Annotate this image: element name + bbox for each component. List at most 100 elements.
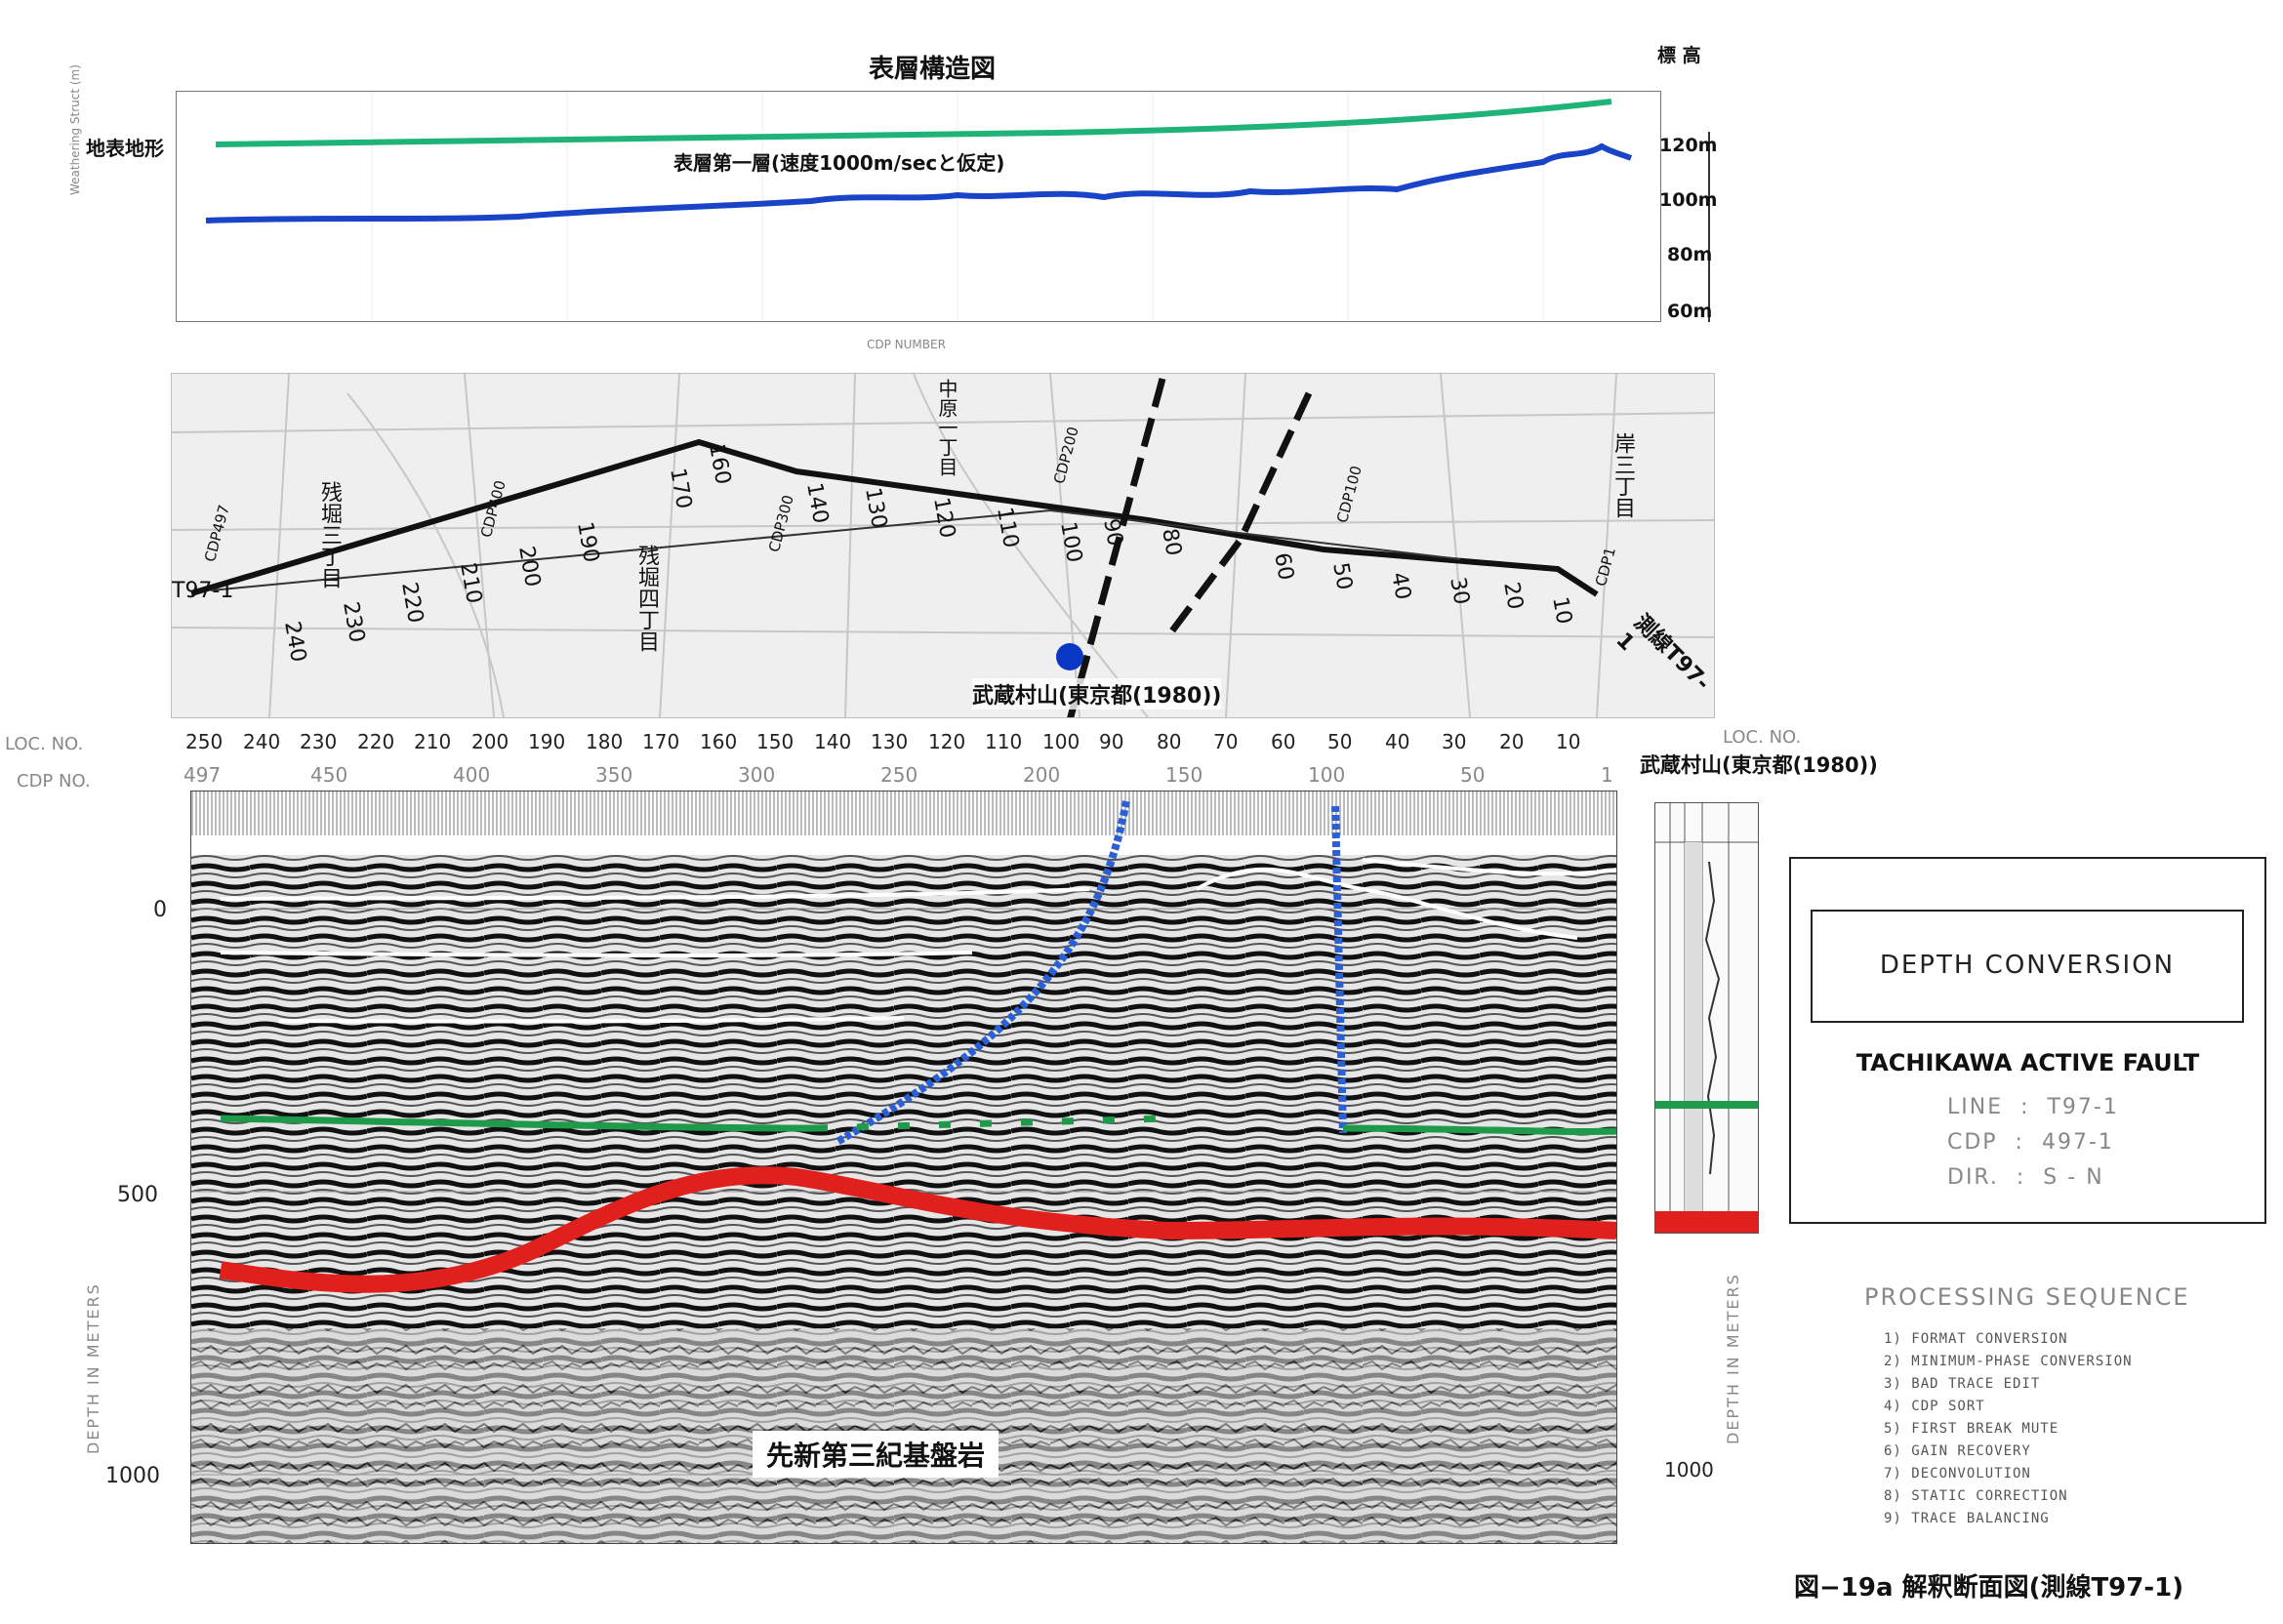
elevation-axis: [1708, 132, 1710, 322]
borehole-log: [1654, 802, 1759, 1234]
map-fault-2: [1164, 391, 1313, 640]
borehole-log-label: 武蔵村山(東京都(1980)): [1640, 753, 1878, 777]
loc-tick-110: 110: [985, 730, 1023, 753]
depth-axis-label: DEPTH IN METERS: [84, 1282, 102, 1454]
loc-tick-80: 80: [1157, 730, 1182, 753]
loc-tick-190: 190: [528, 730, 566, 753]
loc-tick-70: 70: [1213, 730, 1239, 753]
place-name-1: 残堀三丁目: [317, 481, 342, 589]
cdp-tick-50: 50: [1460, 763, 1486, 787]
white-horizon-2: [220, 951, 973, 958]
map-loc-60: 60: [1269, 550, 1298, 583]
loc-tick-170: 170: [642, 730, 680, 753]
layer-curve: [205, 142, 1633, 223]
loc-tick-40: 40: [1385, 730, 1410, 753]
loc-tick-130: 130: [871, 730, 909, 753]
cdp-info: CDP : 497-1: [1947, 1130, 2114, 1155]
loc-tick-150: 150: [756, 730, 795, 753]
elevation-tick-100: 100m: [1659, 189, 1718, 211]
processing-step: 7) DECONVOLUTION: [1884, 1466, 2031, 1482]
loc-tick-10: 10: [1556, 730, 1581, 753]
right-depth-tick-1000: 1000: [1664, 1458, 1714, 1482]
depth-tick-1000: 1000: [105, 1464, 160, 1488]
place-name-3: 岸三丁目: [1610, 432, 1635, 518]
cdp-tick-200: 200: [1023, 763, 1061, 787]
layer-label: 表層第一層(速度1000m/secと仮定): [673, 151, 1005, 175]
right-depth-axis-label: DEPTH IN METERS: [1724, 1273, 1742, 1444]
cdp-tick-100: 100: [1308, 763, 1346, 787]
dir-info: DIR. : S - N: [1947, 1165, 2104, 1190]
surface-curve: [215, 99, 1612, 147]
map-loc-10: 10: [1547, 594, 1576, 627]
elevation-title: 標 高: [1657, 45, 1701, 66]
fault-2: [1331, 805, 1347, 1134]
cdp-no-header: CDP NO.: [17, 771, 91, 792]
map-fault-1: [1067, 378, 1166, 717]
processing-step: 9) TRACE BALANCING: [1884, 1511, 2050, 1526]
processing-step: 1) FORMAT CONVERSION: [1884, 1331, 2068, 1347]
borehole-log-graphic: [1655, 803, 1758, 1233]
loc-tick-180: 180: [586, 730, 624, 753]
map-loc-30: 30: [1445, 575, 1474, 607]
map-loc-40: 40: [1386, 570, 1415, 602]
loc-tick-120: 120: [928, 730, 966, 753]
map-loc-90: 90: [1098, 516, 1127, 548]
processing-sequence-title: PROCESSING SEQUENCE: [1864, 1283, 2190, 1311]
loc-tick-210: 210: [414, 730, 452, 753]
cdp-tick-300: 300: [738, 763, 776, 787]
loc-tick-60: 60: [1271, 730, 1296, 753]
elevation-tick-80: 80m: [1667, 244, 1713, 265]
loc-tick-50: 50: [1327, 730, 1353, 753]
surface-label: 地表地形: [86, 137, 164, 160]
map-borehole-label: 武蔵村山(東京都(1980)): [972, 678, 1222, 710]
depth-tick-0: 0: [153, 898, 167, 922]
cdp-tick-400: 400: [453, 763, 491, 787]
seismic-section: 先新第三紀基盤岩: [190, 791, 1617, 1544]
loc-tick-20: 20: [1499, 730, 1525, 753]
line-info: LINE : T97-1: [1947, 1095, 2119, 1119]
location-map: CDP497 CDP400 CDP300 CDP200 CDP100 CDP1 …: [171, 373, 1715, 718]
red-horizon: [219, 1166, 1616, 1293]
cdp-tick-150: 150: [1165, 763, 1203, 787]
depth-conversion-box: DEPTH CONVERSION: [1811, 910, 2244, 1023]
loc-tick-90: 90: [1099, 730, 1124, 753]
cdp-tick-1: 1: [1601, 763, 1613, 787]
loc-tick-250: 250: [185, 730, 224, 753]
cdp-tick-497: 497: [183, 763, 222, 787]
figure-caption: 図−19a 解釈断面図(測線T97-1): [1794, 1573, 2184, 1603]
loc-tick-30: 30: [1442, 730, 1467, 753]
green-horizon: [220, 1115, 817, 1132]
loc-tick-160: 160: [700, 730, 738, 753]
white-horizon-3: [278, 1016, 905, 1024]
map-loc-20: 20: [1498, 580, 1528, 612]
cdp-tick-250: 250: [880, 763, 918, 787]
weathering-y-axis-label: Weathering Struct (m): [68, 64, 82, 195]
place-name-5: 中原一丁目: [935, 379, 958, 476]
survey-line: [190, 438, 1599, 597]
loc-tick-200: 200: [471, 730, 510, 753]
white-horizon-4: [1196, 867, 1578, 940]
place-name-2: 残堀四丁目: [634, 545, 659, 652]
weathering-plot: [176, 91, 1661, 322]
processing-step: 2) MINIMUM-PHASE CONVERSION: [1884, 1354, 2133, 1369]
white-horizon-1: [220, 887, 1090, 901]
loc-tick-100: 100: [1042, 730, 1080, 753]
loc-tick-230: 230: [300, 730, 338, 753]
depth-conversion-title: DEPTH CONVERSION: [1879, 951, 2176, 980]
processing-step: 3) BAD TRACE EDIT: [1884, 1376, 2041, 1392]
basement-label: 先新第三紀基盤岩: [753, 1431, 999, 1478]
loc-tick-140: 140: [814, 730, 852, 753]
weathering-x-axis-label: CDP NUMBER: [867, 338, 946, 351]
processing-step: 8) STATIC CORRECTION: [1884, 1488, 2068, 1504]
processing-box: DEPTH CONVERSION TACHIKAWA ACTIVE FAULT …: [1789, 857, 2266, 1224]
map-loc-80: 80: [1157, 526, 1186, 558]
borehole-marker: [1056, 643, 1083, 670]
map-graphic: [172, 374, 1714, 717]
map-line-start: T97-1: [172, 579, 234, 603]
depth-tick-500: 500: [117, 1183, 158, 1207]
white-horizon-5: [1362, 858, 1616, 876]
fault-1: [833, 800, 1130, 1147]
map-loc-50: 50: [1327, 560, 1357, 592]
cdp-tick-350: 350: [595, 763, 633, 787]
loc-tick-220: 220: [357, 730, 395, 753]
